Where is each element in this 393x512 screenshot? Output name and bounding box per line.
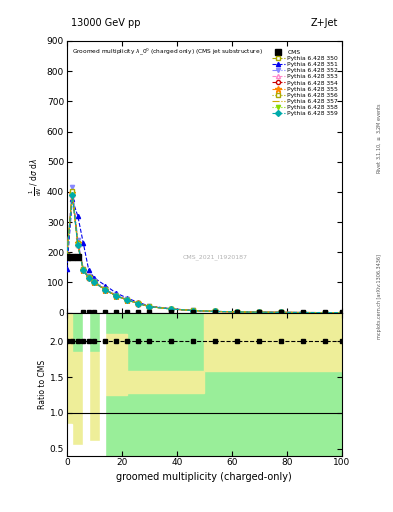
Text: 13000 GeV pp: 13000 GeV pp <box>71 18 140 28</box>
Text: Rivet 3.1.10, $\geq$ 3.2M events: Rivet 3.1.10, $\geq$ 3.2M events <box>375 102 383 174</box>
Bar <box>83 313 89 456</box>
Y-axis label: Ratio to CMS: Ratio to CMS <box>38 359 47 409</box>
Text: Groomed multiplicity $\lambda\_0^0$ (charged only) (CMS jet substructure): Groomed multiplicity $\lambda\_0^0$ (cha… <box>72 47 263 57</box>
Bar <box>89 352 100 441</box>
Bar <box>204 313 342 371</box>
Y-axis label: $\frac{1}{\mathrm{d}N}$ / $\mathrm{d}\sigma$ $\mathrm{d}\lambda$: $\frac{1}{\mathrm{d}N}$ / $\mathrm{d}\si… <box>28 158 44 196</box>
Text: mcplots.cern.ch [arXiv:1306.3436]: mcplots.cern.ch [arXiv:1306.3436] <box>377 254 382 339</box>
Bar <box>67 423 72 456</box>
Text: CMS_2021_I1920187: CMS_2021_I1920187 <box>182 254 247 260</box>
Bar <box>72 445 83 456</box>
Text: Z+Jet: Z+Jet <box>310 18 338 28</box>
Bar <box>72 352 83 445</box>
Bar <box>100 313 105 456</box>
Bar <box>105 334 127 395</box>
Bar <box>89 441 100 456</box>
Bar <box>67 313 72 423</box>
Legend: CMS, Pythia 6.428 350, Pythia 6.428 351, Pythia 6.428 352, Pythia 6.428 353, Pyt: CMS, Pythia 6.428 350, Pythia 6.428 351,… <box>271 49 339 117</box>
Bar <box>127 371 204 393</box>
Bar <box>67 313 342 456</box>
X-axis label: groomed multiplicity (charged-only): groomed multiplicity (charged-only) <box>116 472 292 482</box>
